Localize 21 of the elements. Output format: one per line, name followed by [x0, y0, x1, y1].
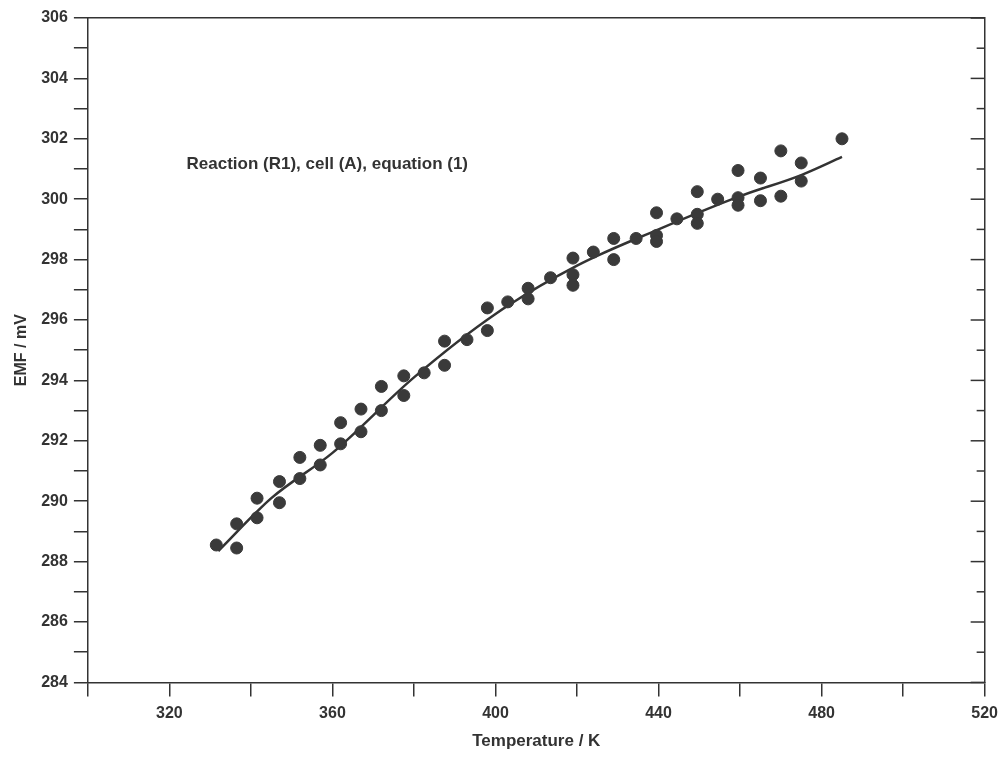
- y-tick-label: 284: [41, 672, 68, 690]
- y-tick-label: 290: [41, 491, 68, 509]
- x-tick-label: 440: [645, 704, 672, 722]
- x-tick-label: 520: [971, 704, 999, 722]
- y-tick-label: 298: [41, 250, 68, 268]
- y-tick-label: 286: [41, 612, 68, 630]
- y-tick-label: 292: [41, 431, 68, 449]
- annotation: Reaction (R1), cell (A), equation (1): [186, 153, 469, 173]
- y-tick-label: 306: [41, 8, 68, 26]
- x-axis-title: Temperature / K: [472, 731, 602, 751]
- x-tick-label: 360: [319, 704, 346, 722]
- x-tick-label: 400: [482, 704, 509, 722]
- y-tick-label: 300: [41, 189, 68, 207]
- y-axis-title: EMF / mV: [12, 313, 30, 387]
- y-tick-label: 302: [41, 129, 68, 147]
- y-tick-label: 296: [41, 310, 68, 328]
- y-tick-label: 304: [41, 68, 68, 86]
- y-tick-label: 294: [41, 370, 68, 388]
- x-tick-label: 320: [156, 704, 183, 722]
- y-tick-label: 288: [41, 552, 68, 570]
- x-tick-label: 480: [808, 704, 836, 722]
